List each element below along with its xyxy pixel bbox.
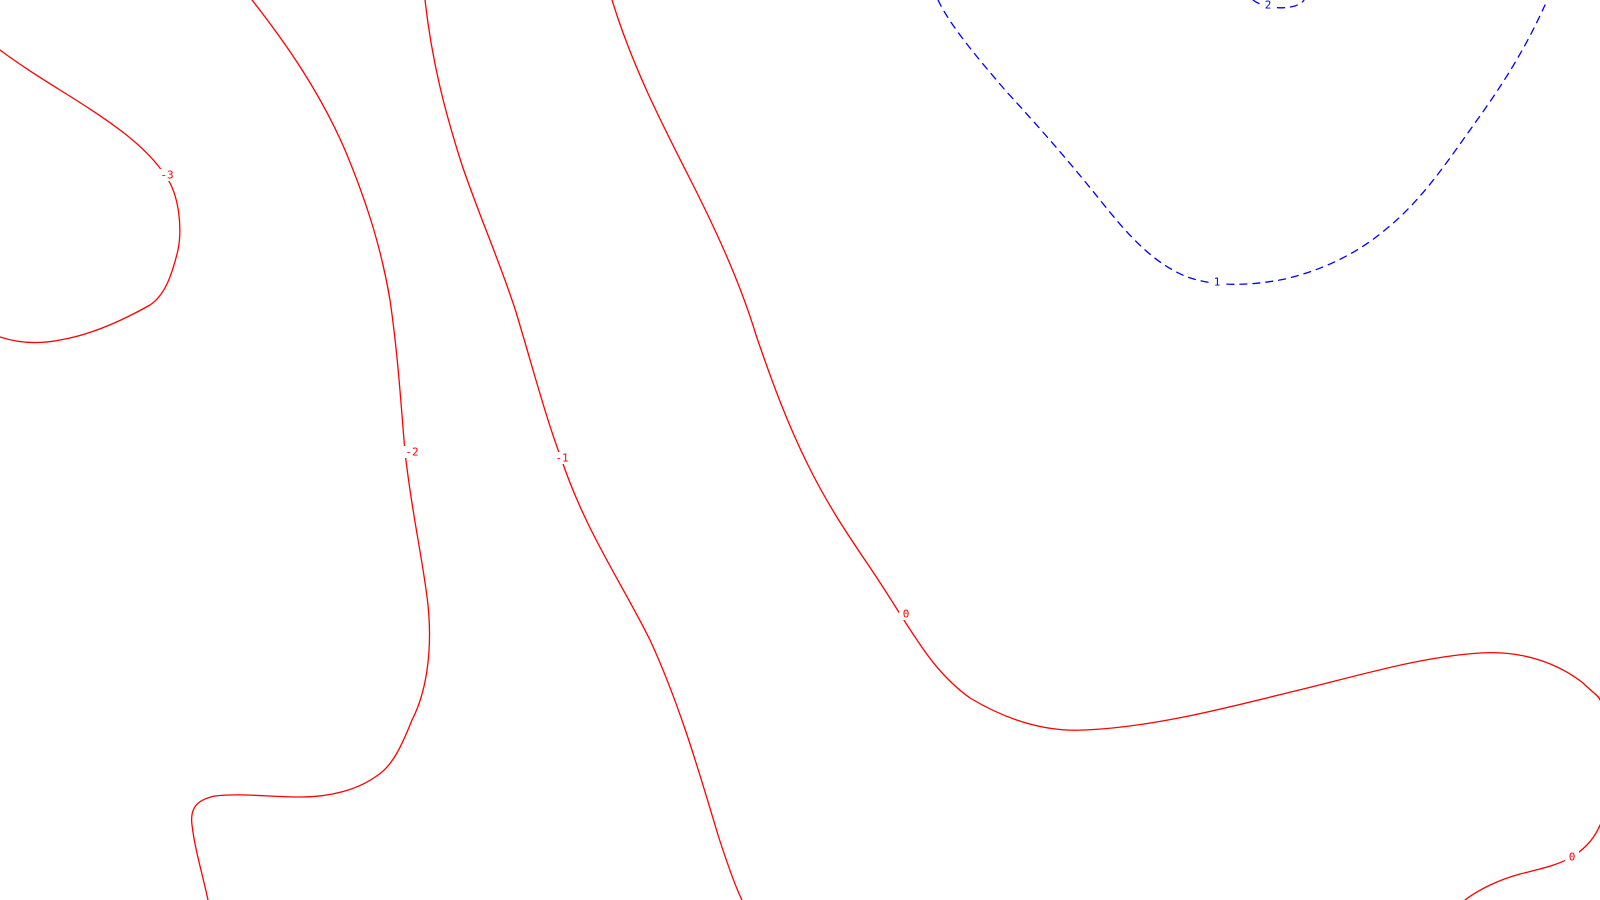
contour-line-level-0-upper: [611, 0, 1600, 731]
contour-line-level-0-lower: [1464, 824, 1600, 900]
contour-label-text: -2: [405, 446, 418, 459]
contour-line-level-minus-2: [190, 0, 431, 900]
contour-label-text: 0: [903, 608, 910, 621]
contour-line-level-1: [937, 0, 1546, 285]
contour-label-level-1: 1: [1210, 276, 1224, 289]
contour-line-level-minus-3: [0, 49, 181, 344]
contour-label-level-0-lower: 0: [1565, 851, 1579, 864]
contour-label-text: 2: [1265, 0, 1272, 12]
contour-label-text: -1: [555, 452, 568, 465]
contour-label-text: 1: [1214, 276, 1221, 289]
contour-label-level-minus-3: -3: [157, 169, 177, 182]
contour-line-level-2: [1252, 0, 1305, 9]
contour-label-level-0-upper: 0: [899, 608, 913, 621]
contour-label-text: -3: [160, 169, 173, 182]
contour-label-level-minus-1: -1: [552, 452, 572, 465]
contour-label-level-2: 2: [1261, 0, 1275, 12]
contour-label-text: 0: [1569, 851, 1576, 864]
contour-label-level-minus-2: -2: [402, 446, 422, 459]
contour-labels: -3 -2 -1 0 0 1 2: [157, 0, 1579, 864]
contour-line-level-minus-1: [424, 0, 743, 900]
